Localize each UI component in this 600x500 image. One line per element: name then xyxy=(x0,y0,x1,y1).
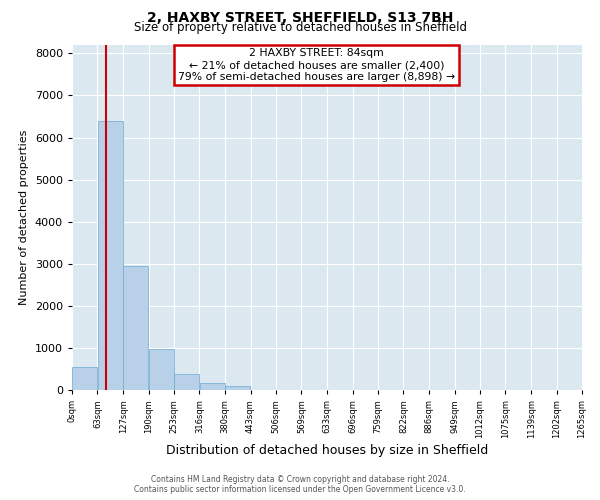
Bar xyxy=(226,386,250,390)
Bar xyxy=(200,382,224,390)
Bar xyxy=(124,266,148,390)
Text: 2 HAXBY STREET: 84sqm
← 21% of detached houses are smaller (2,400)
79% of semi-d: 2 HAXBY STREET: 84sqm ← 21% of detached … xyxy=(178,48,455,82)
X-axis label: Distribution of detached houses by size in Sheffield: Distribution of detached houses by size … xyxy=(166,444,488,456)
Text: Size of property relative to detached houses in Sheffield: Size of property relative to detached ho… xyxy=(133,21,467,34)
Text: 2, HAXBY STREET, SHEFFIELD, S13 7BH: 2, HAXBY STREET, SHEFFIELD, S13 7BH xyxy=(147,11,453,25)
Text: Contains HM Land Registry data © Crown copyright and database right 2024.
Contai: Contains HM Land Registry data © Crown c… xyxy=(134,474,466,494)
Bar xyxy=(72,367,97,390)
Bar xyxy=(98,120,122,390)
Bar xyxy=(174,374,199,390)
Bar xyxy=(149,349,174,390)
Y-axis label: Number of detached properties: Number of detached properties xyxy=(19,130,29,305)
